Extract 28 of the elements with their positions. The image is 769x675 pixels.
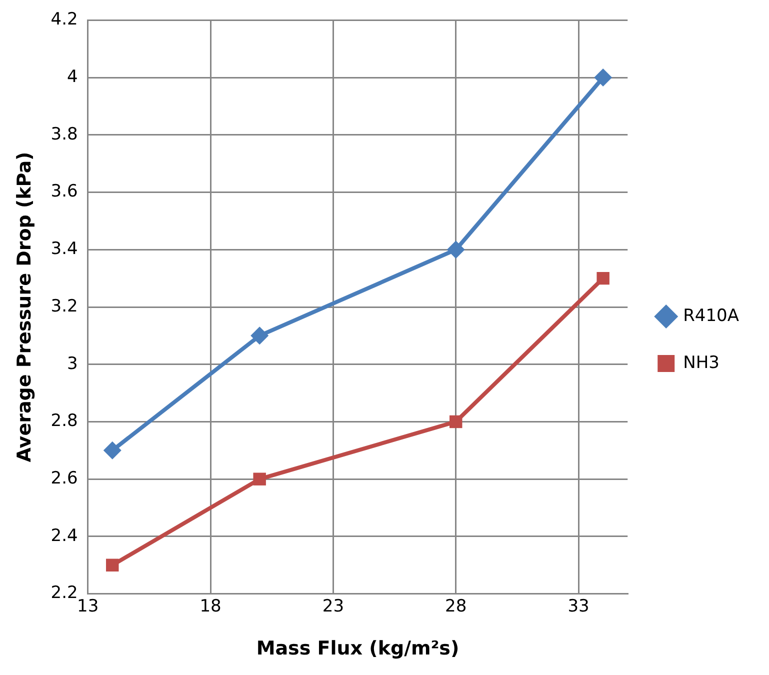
x-tick-label: 13 bbox=[77, 596, 99, 616]
x-tick-label: 33 bbox=[568, 596, 590, 616]
point bbox=[596, 272, 610, 285]
x-tick-label: 23 bbox=[322, 596, 344, 616]
y-tick-label: 4 bbox=[67, 66, 78, 87]
point bbox=[106, 558, 119, 572]
y-tick-label: 3.6 bbox=[50, 182, 78, 202]
point bbox=[103, 441, 122, 460]
x-tick-label: 18 bbox=[200, 596, 222, 616]
legend-label: R410A bbox=[683, 306, 740, 326]
y-tick-label: 2.6 bbox=[50, 468, 78, 488]
legend-label: NH3 bbox=[683, 352, 720, 373]
y-axis-title: Average Pressure Drop (kPa) bbox=[13, 152, 36, 462]
x-axis-title: Mass Flux (kg/m²s) bbox=[256, 638, 460, 660]
y-tick-label: 3.4 bbox=[50, 239, 78, 260]
y-tick-label: 2.4 bbox=[50, 526, 78, 546]
point bbox=[250, 326, 269, 345]
y-tick-label: 2.8 bbox=[50, 411, 78, 432]
y-tick-label: 2.2 bbox=[50, 583, 78, 604]
point bbox=[450, 415, 462, 428]
x-tick-label: 28 bbox=[445, 596, 467, 616]
point bbox=[446, 240, 465, 259]
y-tick-label: 3 bbox=[67, 354, 78, 374]
y-tick-label: 3.2 bbox=[50, 296, 78, 316]
point bbox=[253, 472, 266, 486]
point bbox=[594, 68, 612, 87]
y-tick-label: 4.2 bbox=[50, 10, 78, 30]
y-tick-label: 3.8 bbox=[50, 124, 78, 144]
